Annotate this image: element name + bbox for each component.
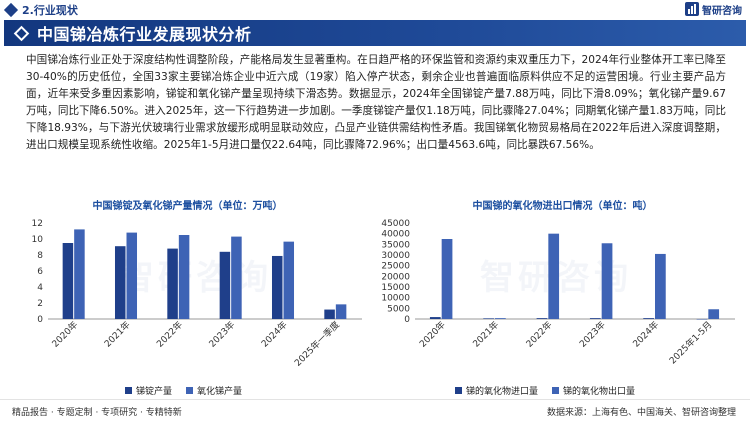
diamond-outline-icon [13, 25, 30, 41]
bar [271, 255, 283, 319]
footer: 精品报告 · 专题定制 · 专项研究 · 专精特新 数据来源：上海有色、中国海关… [0, 399, 750, 421]
x-tick-label: 2020年 [49, 319, 80, 350]
legend-item: 锑锭产量 [125, 384, 172, 397]
bar [536, 318, 548, 319]
body-paragraph: 中国锑冶炼行业正处于深度结构性调整阶段，产能格局发生显著重构。在日趋严格的环保监… [26, 54, 726, 151]
legend-label: 氧化锑产量 [197, 387, 243, 397]
chart-legend: 锑锭产量 氧化锑产量 [125, 384, 256, 397]
y-tick-label: 45000 [381, 219, 410, 229]
y-tick-label: 20000 [381, 272, 410, 282]
legend-label: 锑锭产量 [136, 387, 173, 397]
y-tick-label: 10 [32, 235, 44, 245]
legend-swatch [455, 387, 462, 394]
legend-swatch [125, 387, 132, 394]
y-tick-label: 0 [37, 315, 43, 325]
chart-legend: 锑的氧化物进口量 锑的氧化物出口量 [455, 384, 649, 397]
legend-swatch [552, 387, 560, 394]
y-tick-label: 5000 [387, 304, 410, 314]
x-tick-label: 2025年一季度 [292, 319, 342, 369]
chart-title: 中国锑的氧化物进出口情况（单位：吨） [472, 201, 653, 212]
footer-source: 数据来源：上海有色、中国海关、智研咨询整理 [546, 408, 736, 418]
production-chart: 中国锑锭及氧化锑产量情况（单位：万吨） 0 2 4 6 8 10 12 2020年 2021年 2… [0, 195, 375, 400]
trade-chart-svg: 0500010000150002000025000300003500040000… [381, 219, 735, 367]
brand-name: 智研咨询 [702, 5, 742, 17]
y-tick-label: 10000 [381, 294, 410, 304]
x-tick-label: 2025年1-5月 [667, 319, 715, 367]
bar [231, 236, 242, 319]
x-tick-label: 2021年 [102, 319, 133, 350]
bar [643, 318, 654, 319]
legend-item: 锑的氧化物出口量 [552, 384, 635, 397]
bar [167, 248, 178, 319]
x-tick-label: 2023年 [577, 319, 608, 350]
title-bar: 中国锑冶炼行业发展现状分析 [4, 20, 746, 46]
legend-label: 锑的氧化物出口量 [563, 387, 636, 397]
y-tick-label: 2 [37, 299, 43, 309]
legend-item: 锑的氧化物进口量 [455, 384, 538, 397]
bar [483, 318, 494, 319]
page-title: 中国锑冶炼行业发展现状分析 [37, 25, 252, 44]
bar [601, 243, 613, 319]
x-tick-label: 2020年 [417, 319, 448, 350]
bar [126, 232, 138, 319]
y-tick-label: 30000 [381, 251, 410, 261]
legend-swatch [186, 387, 194, 394]
x-tick-label: 2023年 [206, 319, 237, 350]
bar [495, 318, 506, 319]
section-title: 2.行业现状 [22, 4, 78, 17]
diamond-marker-icon [3, 2, 19, 18]
bar [283, 241, 295, 319]
bar [589, 318, 601, 319]
x-tick-label: 2022年 [154, 319, 185, 350]
legend-item: 氧化锑产量 [186, 384, 242, 397]
y-tick-label: 35000 [381, 240, 410, 250]
bar [324, 309, 335, 319]
chart-title: 中国锑锭及氧化锑产量情况（单位：万吨） [92, 201, 283, 212]
y-tick-label: 4 [37, 283, 43, 293]
section-header: 2.行业现状 [3, 2, 78, 18]
bar [335, 304, 347, 319]
y-tick-label: 0 [404, 315, 410, 325]
bar [219, 251, 231, 319]
bar [62, 243, 74, 319]
legend-label: 锑的氧化物进口量 [466, 387, 539, 397]
footer-tagline: 精品报告 · 专题定制 · 专项研究 · 专精特新 [12, 408, 182, 418]
x-tick-label: 2024年 [259, 319, 290, 350]
brand-logo-icon [685, 2, 699, 16]
production-chart-svg: 0 2 4 6 8 10 12 2020年 2021年 2022年 2023年 2024年 2025年一… [32, 219, 362, 369]
bar [429, 317, 441, 319]
y-tick-label: 25000 [381, 262, 410, 272]
y-tick-label: 6 [37, 267, 43, 277]
bar [74, 229, 85, 319]
y-tick-label: 8 [37, 251, 43, 261]
bar [441, 239, 453, 319]
bar [696, 318, 708, 320]
trade-chart: 中国锑的氧化物进出口情况（单位：吨） 0 5000 10000 15000 20000 2… [375, 195, 750, 400]
x-tick-label: 2022年 [523, 319, 554, 350]
bar [548, 233, 560, 319]
bar [114, 246, 126, 319]
x-tick-label: 2021年 [470, 319, 501, 350]
bar [655, 253, 666, 319]
bar [708, 309, 720, 319]
bar [178, 235, 190, 319]
x-tick-label: 2024年 [630, 319, 661, 350]
brand: 智研咨询 [685, 2, 742, 17]
y-tick-label: 40000 [381, 230, 410, 240]
y-tick-label: 15000 [381, 283, 410, 293]
y-tick-label: 12 [32, 219, 43, 229]
